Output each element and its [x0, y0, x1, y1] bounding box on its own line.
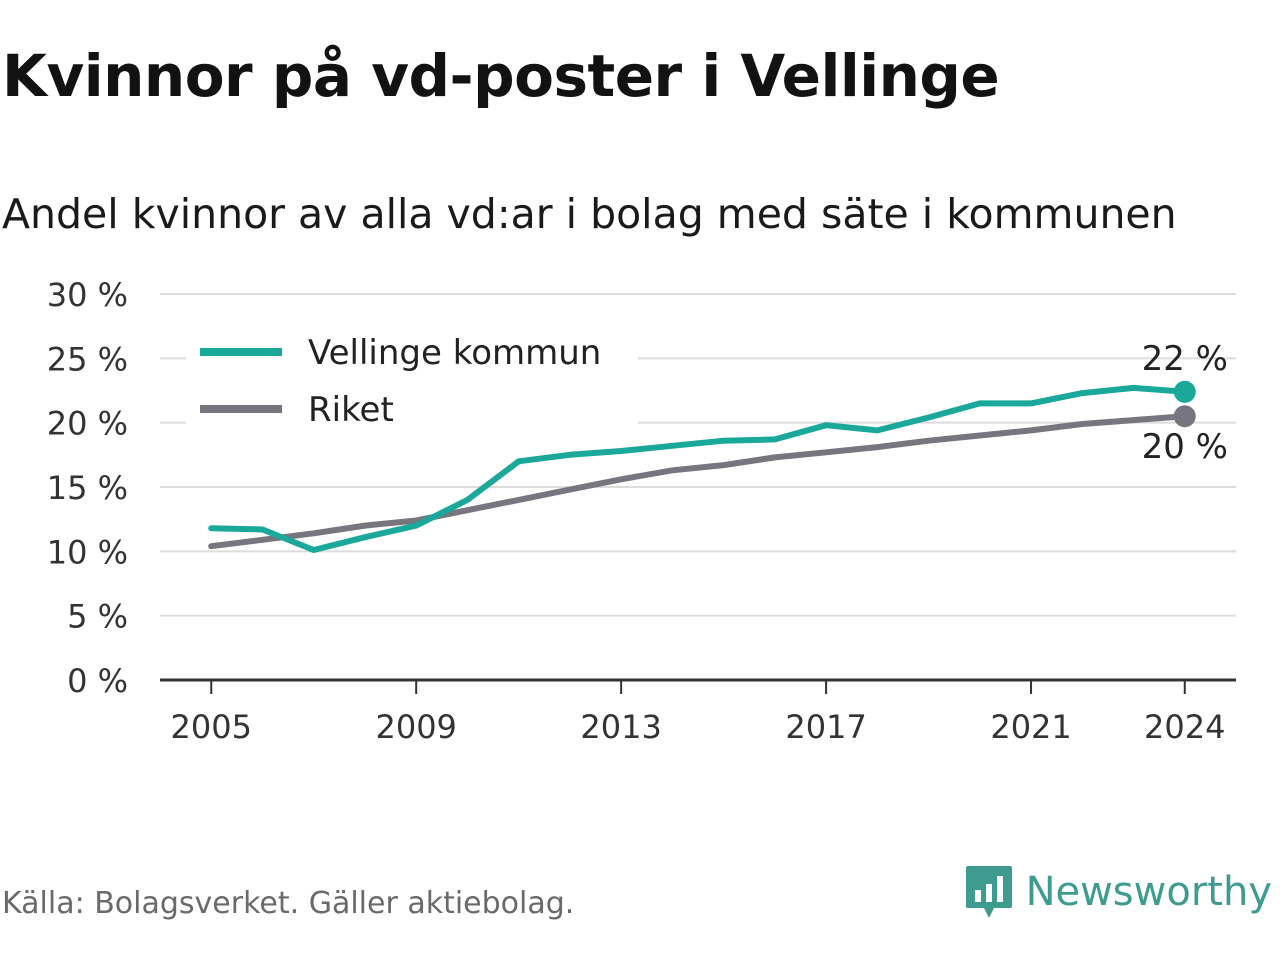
source-note: Källa: Bolagsverket. Gäller aktiebolag.: [2, 886, 575, 921]
legend: Vellinge kommun Riket: [186, 326, 638, 436]
x-tick-label: 2024: [1144, 708, 1225, 746]
series-line-vellinge: [208, 384, 1188, 553]
end-label-riket: 20 %: [1142, 427, 1228, 467]
brand: Newsworthy: [964, 864, 1272, 920]
y-tick-label: 10 %: [47, 533, 128, 571]
legend-background: [186, 326, 638, 436]
series-line-riket: [208, 413, 1188, 550]
chart-subtitle: Andel kvinnor av alla vd:ar i bolag med …: [2, 190, 1177, 238]
end-label-vellinge: 22 %: [1142, 339, 1228, 379]
y-tick-label: 15 %: [47, 469, 128, 507]
brand-name: Newsworthy: [1025, 869, 1272, 915]
end-point-vellinge: [1173, 380, 1196, 403]
x-tick-label: 2017: [785, 708, 866, 746]
legend-label-riket: Riket: [308, 390, 394, 430]
x-tick-label: 2021: [990, 708, 1071, 746]
end-labels: 22 % 20 %: [1142, 339, 1228, 467]
x-tick-label: 2005: [171, 708, 252, 746]
x-tick-label: 2009: [375, 708, 456, 746]
y-tick-label: 25 %: [47, 340, 128, 378]
end-point-riket: [1173, 405, 1196, 428]
y-tick-label: 20 %: [47, 405, 128, 443]
x-axis: 2005 2009 2013 2017 2021 2024: [160, 678, 1236, 746]
series-lines: [208, 380, 1196, 553]
chart-title: Kvinnor på vd-poster i Vellinge: [2, 42, 1000, 110]
y-tick-label: 5 %: [67, 598, 128, 636]
y-axis: 0 % 5 % 10 % 15 % 20 % 25 % 30 %: [47, 276, 128, 700]
x-tick-label: 2013: [580, 708, 661, 746]
y-tick-label: 30 %: [47, 276, 128, 314]
newsworthy-logo-icon: [965, 866, 1012, 918]
legend-label-vellinge: Vellinge kommun: [308, 333, 601, 373]
y-tick-label: 0 %: [67, 662, 128, 700]
